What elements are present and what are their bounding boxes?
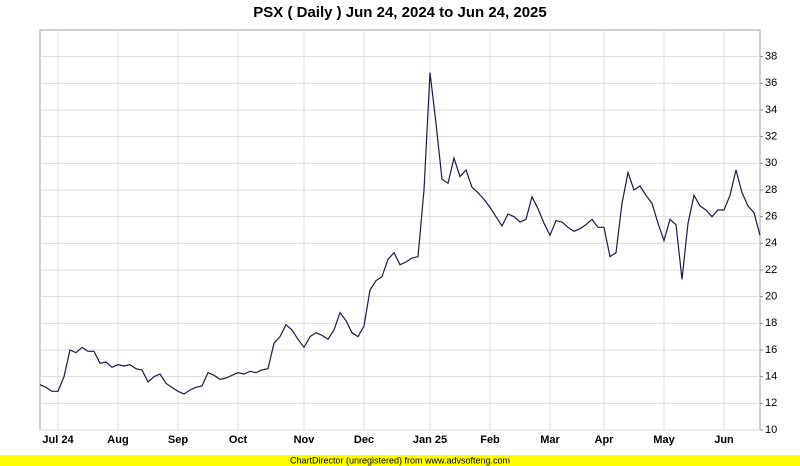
x-tick-label: Jan 25 (413, 434, 447, 446)
y-tick-label: 36 (765, 77, 777, 89)
y-tick-label: 28 (765, 184, 777, 196)
y-tick-label: 32 (765, 131, 777, 143)
x-tick-label: Feb (480, 434, 500, 446)
plot-area (39, 29, 761, 431)
chart-title: PSX ( Daily ) Jun 24, 2024 to Jun 24, 20… (253, 4, 546, 21)
x-tick-label: Sep (168, 434, 188, 446)
x-tick-label: Nov (294, 434, 316, 446)
x-tick-label: May (653, 434, 675, 446)
x-tick-label: Apr (595, 434, 615, 446)
y-tick-label: 18 (765, 317, 777, 329)
y-tick-label: 22 (765, 264, 777, 276)
x-tick-label: Aug (107, 434, 128, 446)
y-tick-label: 38 (765, 51, 777, 63)
y-tick-label: 30 (765, 157, 777, 169)
x-tick-label: Oct (229, 434, 248, 446)
x-tick-label: Dec (354, 434, 374, 446)
y-tick-label: 10 (765, 424, 777, 436)
y-tick-label: 14 (765, 371, 777, 383)
x-tick-label: Jun (714, 434, 734, 446)
y-tick-label: 24 (765, 237, 777, 249)
y-tick-label: 26 (765, 211, 777, 223)
y-tick-label: 12 (765, 397, 777, 409)
y-tick-label: 20 (765, 291, 777, 303)
x-tick-label: Mar (540, 434, 560, 446)
y-tick-label: 34 (765, 104, 777, 116)
y-tick-label: 16 (765, 344, 777, 356)
footer: ChartDirector (unregistered) from www.ad… (290, 455, 510, 465)
footer-bar (0, 455, 800, 466)
x-tick-label: Jul 24 (42, 434, 74, 446)
price-line (39, 72, 761, 395)
